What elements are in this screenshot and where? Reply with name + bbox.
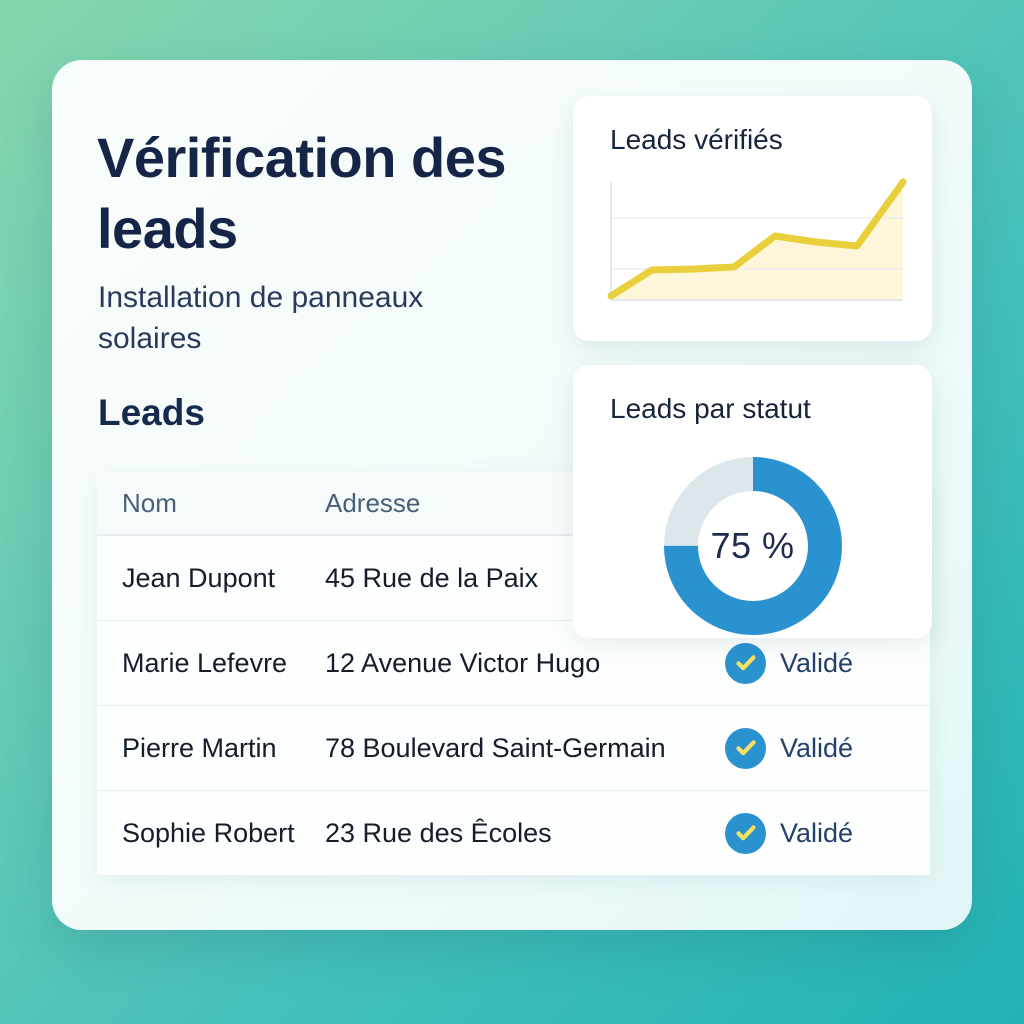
page-title: Vérification des leads bbox=[97, 126, 507, 261]
line-chart-series bbox=[607, 178, 907, 300]
column-header-adresse[interactable]: Adresse bbox=[325, 487, 421, 518]
cell-adresse: 23 Rue des Êcoles bbox=[325, 817, 552, 848]
widget-leads-par-statut: Leads par statut 75 % bbox=[573, 365, 932, 638]
cell-adresse: 45 Rue de la Paix bbox=[325, 562, 539, 593]
column-header-nom[interactable]: Nom bbox=[122, 487, 177, 518]
cell-statut: Validé bbox=[725, 727, 930, 769]
page-subtitle: Installation de panneaux solaires bbox=[98, 281, 424, 355]
cell-statut: Validé bbox=[725, 812, 930, 854]
status-badge: Validé bbox=[780, 647, 854, 678]
table-row[interactable]: Sophie Robert 23 Rue des Êcoles Validé bbox=[97, 790, 930, 875]
cell-adresse: 12 Avenue Victor Hugo bbox=[325, 647, 601, 678]
cell-adresse: 78 Boulevard Saint-Germain bbox=[325, 732, 666, 763]
donut-segment-valide bbox=[663, 457, 842, 635]
dashboard-card: Vérification des leads Installation de p… bbox=[52, 60, 972, 930]
status-badge: Validé bbox=[780, 732, 854, 763]
cell-nom: Sophie Robert bbox=[122, 817, 295, 848]
check-circle-icon bbox=[725, 812, 766, 854]
cell-nom: Marie Lefevre bbox=[122, 647, 288, 678]
status-badge: Validé bbox=[780, 817, 854, 848]
cell-nom: Jean Dupont bbox=[122, 562, 276, 593]
line-chart bbox=[607, 178, 907, 301]
widget-title: Leads vérifiés bbox=[610, 124, 783, 155]
donut-chart bbox=[573, 453, 932, 639]
widget-title: Leads par statut bbox=[610, 393, 811, 424]
check-circle-icon bbox=[725, 727, 766, 769]
section-heading-leads: Leads bbox=[98, 392, 205, 433]
cell-statut: Validé bbox=[725, 642, 930, 684]
table-row[interactable]: Pierre Martin 78 Boulevard Saint-Germain… bbox=[97, 705, 930, 790]
check-circle-icon bbox=[725, 642, 766, 684]
table-row[interactable]: Marie Lefevre 12 Avenue Victor Hugo Vali… bbox=[97, 620, 930, 705]
widget-leads-verifies: Leads vérifiés bbox=[573, 96, 932, 341]
cell-nom: Pierre Martin bbox=[122, 732, 277, 763]
